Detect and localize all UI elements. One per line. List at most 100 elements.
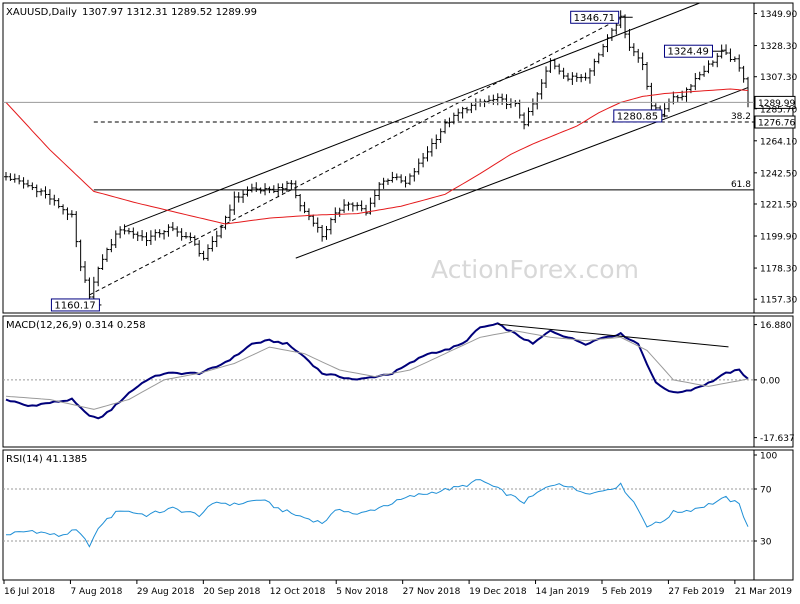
price-bar (135, 231, 140, 242)
time-tick-label: 16 Jul 2018 (4, 587, 55, 597)
price-bar (596, 52, 601, 64)
price-bar (407, 173, 412, 186)
price-bar (381, 177, 386, 189)
channel-line (295, 87, 749, 259)
price-bar (548, 58, 553, 73)
price-bar (118, 226, 123, 239)
price-bar (640, 52, 645, 71)
price-bar (100, 254, 105, 270)
price-bar (456, 108, 461, 122)
price-bar (131, 227, 136, 239)
price-bar (140, 230, 145, 241)
main-ohlc-label: 1307.97 1312.31 1289.52 1289.99 (82, 7, 257, 18)
price-bar (355, 202, 360, 211)
price-bar (324, 225, 329, 240)
price-bar (104, 247, 109, 262)
price-bar (170, 222, 175, 232)
macd-tick-label: 0.00 (760, 376, 780, 386)
price-bar (724, 44, 729, 55)
last-price-label: 1289.99 (758, 99, 795, 109)
price-tick-label: 1199.90 (760, 233, 797, 243)
price-bar (684, 87, 689, 102)
price-bar (184, 232, 189, 239)
price-bar (636, 48, 641, 63)
price-bar (350, 202, 355, 212)
price-bar (289, 180, 294, 190)
price-bar (166, 224, 171, 237)
price-bar (153, 229, 158, 241)
price-bar (56, 198, 61, 209)
time-tick-label: 5 Nov 2018 (336, 587, 388, 597)
panel-frames (2, 2, 794, 581)
price-bar (333, 207, 338, 223)
price-bar (364, 204, 369, 216)
rsi-panel-frame (2, 449, 794, 581)
price-bar (495, 93, 500, 106)
price-bar (412, 167, 417, 182)
price-tick-label: 1307.30 (760, 73, 797, 83)
watermark-layer: ActionForex.com (431, 255, 639, 284)
time-tick-label: 19 Dec 2018 (469, 587, 527, 597)
price-bar (223, 215, 228, 230)
price-bar (465, 106, 470, 114)
macd-signal-line (5, 330, 749, 410)
fib-level-value-label: 1276.76 (758, 119, 795, 129)
price-bar (227, 204, 232, 222)
time-tick-label: 12 Oct 2018 (270, 587, 326, 597)
price-tick-label: 1242.50 (760, 169, 797, 179)
price-bar (25, 179, 30, 188)
price-bar (513, 99, 518, 107)
price-bar (539, 79, 544, 100)
rsi-line (6, 479, 749, 548)
rsi-tick-label: 100 (760, 452, 777, 462)
price-bar (21, 177, 26, 189)
price-bar (210, 236, 215, 252)
price-bar (249, 183, 254, 193)
price-bar (162, 230, 167, 240)
price-bar (241, 189, 246, 203)
fib-level-name: 38.2 (731, 112, 751, 122)
price-bar (645, 62, 650, 90)
price-callout-box (570, 10, 620, 24)
price-bar (385, 178, 390, 185)
price-tick-label: 1221.50 (760, 200, 797, 210)
price-bar (254, 182, 259, 192)
price-callout-label: 1160.17 (54, 300, 95, 311)
macd-tick-label: 16.880 (760, 321, 792, 331)
price-bar (17, 175, 22, 185)
price-bar (315, 217, 320, 233)
price-bar (245, 186, 250, 197)
price-bar (298, 193, 303, 212)
price-bar (627, 28, 632, 51)
price-bar (263, 183, 268, 196)
price-bar (579, 74, 584, 83)
price-bar (43, 186, 48, 199)
price-bar (434, 134, 439, 150)
main-panel-frame (2, 2, 794, 314)
price-bar (87, 277, 92, 300)
price-bar (69, 210, 74, 218)
price-bar (469, 102, 474, 114)
price-bar (451, 112, 456, 125)
price-bar (126, 227, 131, 235)
price-bar (78, 239, 83, 272)
price-bar (284, 180, 289, 193)
price-bar (271, 185, 276, 194)
price-bar (302, 201, 307, 214)
last-price-box (754, 95, 796, 109)
price-bar (30, 182, 35, 191)
fib-level-value-box (754, 115, 796, 129)
price-callout-box (613, 109, 663, 123)
price-bar (675, 94, 680, 103)
price-bar (587, 68, 592, 84)
price-bar (201, 250, 206, 261)
rsi-title: RSI(14) 41.1385 (6, 454, 87, 465)
price-callout-label: 1280.85 (617, 111, 658, 122)
moving-average-line (5, 88, 749, 225)
price-bar (653, 103, 658, 111)
price-bar (443, 119, 448, 134)
price-tick-label: 1264.10 (760, 137, 797, 147)
price-bar (359, 200, 364, 212)
price-bar (693, 73, 698, 91)
price-bar (175, 226, 180, 237)
